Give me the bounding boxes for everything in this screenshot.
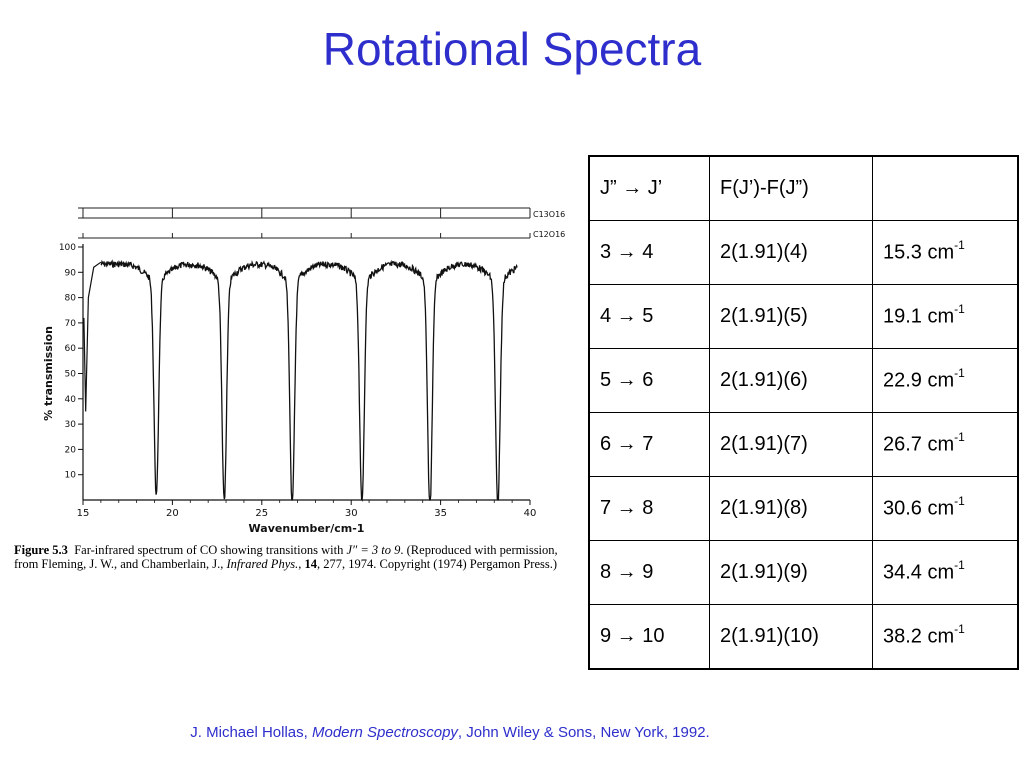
table-row: 8 → 9 2(1.91)(9) 34.4 cm-1 — [588, 540, 1019, 605]
x-axis-label: Wavenumber/cm-1 — [249, 522, 365, 535]
expression-cell: 2(1.91)(6) — [709, 348, 873, 413]
figure-caption-text-2: . (Reproduced with permission, from Flem… — [14, 543, 558, 571]
transition-cell: 5 → 6 — [588, 348, 710, 413]
value-text: 30.6 cm — [883, 497, 955, 520]
value-text: 19.1 cm — [883, 305, 955, 328]
figure-caption-j: J″ = 3 to 9 — [346, 543, 401, 557]
x-tick-label: 15 — [77, 508, 90, 519]
table-row: 5 → 6 2(1.91)(6) 22.9 cm-1 — [588, 348, 1019, 413]
expression-cell: 2(1.91)(9) — [709, 540, 873, 605]
value-text: 26.7 cm — [883, 433, 955, 456]
value-cell: 26.7 cm-1 — [872, 412, 1019, 477]
expression-cell: 2(1.91)(5) — [709, 284, 873, 349]
x-tick-label: 20 — [166, 508, 179, 519]
transition-cell: 4 → 5 — [588, 284, 710, 349]
expression-cell: 2(1.91)(4) — [709, 220, 873, 285]
table-row: 9 → 10 2(1.91)(10) 38.2 cm-1 — [588, 604, 1019, 670]
expression-cell: 2(1.91)(10) — [709, 604, 873, 670]
figure-caption-journal: Infrared Phys. — [226, 557, 299, 571]
table-header-row: J” → J’ F(J’)-F(J”) — [588, 155, 1019, 221]
transition-cell: 9 → 10 — [588, 604, 710, 670]
value-cell: 30.6 cm-1 — [872, 476, 1019, 541]
y-tick-label: 30 — [65, 420, 77, 430]
table-row: 7 → 8 2(1.91)(8) 30.6 cm-1 — [588, 476, 1019, 541]
value-exponent: -1 — [954, 366, 965, 381]
value-text: 15.3 cm — [883, 241, 955, 264]
x-tick-label: 35 — [434, 508, 447, 519]
figure-caption-text-1: Far-infrared spectrum of CO showing tran… — [74, 543, 347, 557]
value-cell: 22.9 cm-1 — [872, 348, 1019, 413]
header-expression: F(J’)-F(J”) — [709, 155, 873, 221]
y-tick-label: 80 — [65, 294, 77, 304]
figure-caption-label: Figure 5.3 — [14, 543, 68, 557]
figure-caption: Figure 5.3 Far-infrared spectrum of CO s… — [14, 543, 558, 571]
expression-cell: 2(1.91)(8) — [709, 476, 873, 541]
x-tick-label: 30 — [345, 508, 358, 519]
header-transition: J” → J’ — [588, 155, 710, 221]
citation-author: J. Michael Hollas, — [190, 724, 312, 741]
value-exponent: -1 — [954, 430, 965, 445]
citation: J. Michael Hollas, Modern Spectroscopy, … — [0, 724, 900, 741]
spectrum-chart: C13O16 C12O16 10 20 30 40 50 60 70 80 90 100 15 20 25 3… — [42, 207, 565, 535]
x-tick-label: 25 — [255, 508, 268, 519]
value-exponent: -1 — [954, 238, 965, 253]
value-exponent: -1 — [954, 558, 965, 573]
value-cell: 34.4 cm-1 — [872, 540, 1019, 605]
transition-cell: 6 → 7 — [588, 412, 710, 477]
reference-label: C13O16 — [533, 210, 565, 219]
value-cell: 19.1 cm-1 — [872, 284, 1019, 349]
transition-cell: 8 → 9 — [588, 540, 710, 605]
value-exponent: -1 — [954, 622, 965, 637]
header-value — [872, 155, 1019, 221]
x-tick-label: 40 — [524, 508, 537, 519]
spectrum-trace — [100, 259, 518, 502]
y-tick-label: 10 — [65, 471, 77, 481]
y-tick-label: 50 — [65, 370, 77, 380]
value-exponent: -1 — [954, 302, 965, 317]
value-text: 34.4 cm — [883, 561, 955, 584]
citation-book: Modern Spectroscopy — [312, 724, 458, 741]
reference-label: C12O16 — [533, 230, 565, 239]
y-tick-label: 20 — [65, 445, 77, 455]
value-text: 38.2 cm — [883, 625, 955, 648]
value-text: 22.9 cm — [883, 369, 955, 392]
y-tick-label: 90 — [65, 268, 77, 278]
table-row: 3 → 4 2(1.91)(4) 15.3 cm-1 — [588, 220, 1019, 285]
y-tick-label: 60 — [65, 344, 77, 354]
transition-cell: 7 → 8 — [588, 476, 710, 541]
spectrum-edge-trace — [83, 261, 102, 412]
figure-caption-text-3: , 277, 1974. Copyright (1974) Pergamon P… — [316, 557, 558, 571]
value-cell: 15.3 cm-1 — [872, 220, 1019, 285]
y-tick-label: 40 — [65, 395, 77, 405]
value-exponent: -1 — [954, 494, 965, 509]
citation-rest: , John Wiley & Sons, New York, 1992. — [457, 724, 710, 741]
value-cell: 38.2 cm-1 — [872, 604, 1019, 670]
transition-table: J” → J’ F(J’)-F(J”) 3 → 4 2(1.91)(4) 15.… — [588, 155, 1019, 670]
transition-cell: 3 → 4 — [588, 220, 710, 285]
table-row: 6 → 7 2(1.91)(7) 26.7 cm-1 — [588, 412, 1019, 477]
expression-cell: 2(1.91)(7) — [709, 412, 873, 477]
slide-title: Rotational Spectra — [322, 23, 702, 75]
table-row: 4 → 5 2(1.91)(5) 19.1 cm-1 — [588, 284, 1019, 349]
y-axis-label: % transmission — [42, 326, 55, 421]
y-tick-label: 70 — [65, 319, 77, 329]
figure-caption-volume: 14 — [304, 557, 317, 571]
y-tick-label: 100 — [59, 243, 76, 253]
